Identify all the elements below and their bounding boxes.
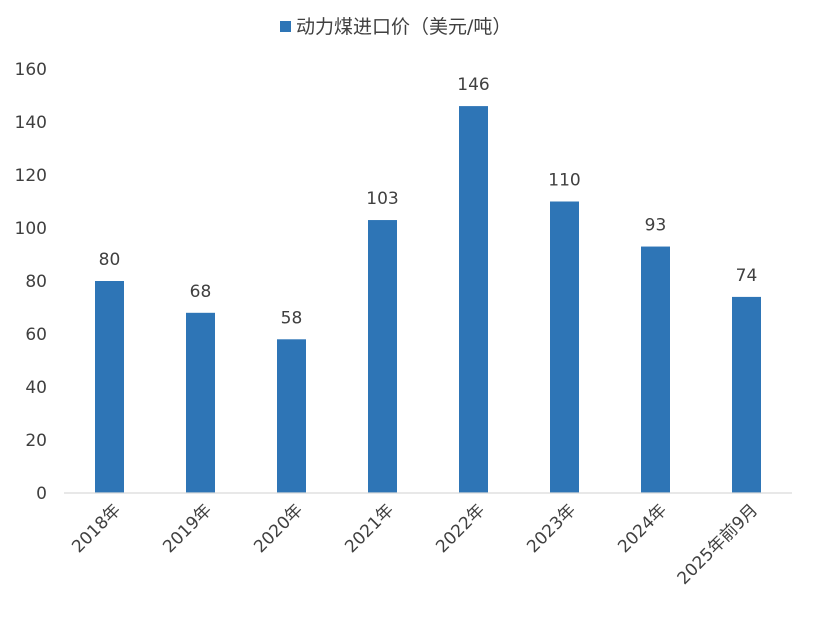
y-tick-label: 20 bbox=[25, 431, 47, 451]
x-axis: 2018年 2019年 2020年 2021年 2022年 2023年 2024年 2025年… bbox=[68, 500, 762, 588]
x-tick-label: 2019年 bbox=[159, 500, 216, 557]
bar-value-label: 80 bbox=[99, 250, 121, 270]
x-tick-label: 2024年 bbox=[614, 500, 671, 557]
bars bbox=[95, 106, 761, 494]
bar bbox=[550, 201, 579, 493]
bar-value-label: 146 bbox=[457, 75, 489, 95]
bar bbox=[95, 281, 124, 493]
legend-swatch bbox=[280, 21, 291, 32]
data-labels: 80 68 58 103 146 110 93 74 bbox=[99, 75, 758, 328]
x-tick-label: 2020年 bbox=[250, 500, 307, 557]
y-tick-label: 120 bbox=[15, 166, 47, 186]
y-tick-label: 0 bbox=[36, 484, 47, 504]
legend-label: 动力煤进口价（美元/吨） bbox=[296, 16, 511, 38]
bar-value-label: 58 bbox=[281, 308, 303, 328]
bar bbox=[368, 220, 397, 494]
y-axis: 0 20 40 60 80 100 120 140 160 bbox=[15, 60, 47, 504]
x-tick-label: 2021年 bbox=[341, 500, 398, 557]
x-tick-label: 2023年 bbox=[523, 500, 580, 557]
bar bbox=[459, 106, 488, 493]
bar bbox=[277, 339, 306, 493]
y-tick-label: 140 bbox=[15, 113, 47, 133]
bar-value-label: 93 bbox=[645, 216, 667, 236]
legend: 动力煤进口价（美元/吨） bbox=[280, 16, 511, 38]
bar bbox=[641, 246, 670, 493]
bar-value-label: 103 bbox=[366, 189, 398, 209]
bar-value-label: 68 bbox=[190, 282, 212, 302]
bar-value-label: 74 bbox=[736, 266, 758, 286]
bar bbox=[186, 312, 215, 493]
y-tick-label: 60 bbox=[25, 325, 47, 345]
y-tick-label: 160 bbox=[15, 60, 47, 80]
bar bbox=[732, 296, 761, 493]
x-tick-label: 2018年 bbox=[68, 500, 125, 557]
x-tick-label: 2022年 bbox=[432, 500, 489, 557]
bar-value-label: 110 bbox=[548, 171, 580, 191]
y-tick-label: 40 bbox=[25, 378, 47, 398]
y-tick-label: 80 bbox=[25, 272, 47, 292]
x-tick-label: 2025年前9月 bbox=[674, 500, 762, 588]
y-tick-label: 100 bbox=[15, 219, 47, 239]
